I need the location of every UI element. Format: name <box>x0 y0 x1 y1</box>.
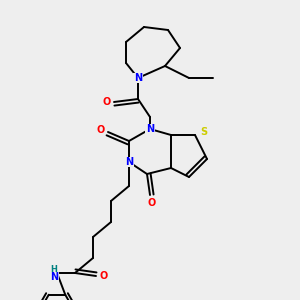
Text: N: N <box>125 157 133 167</box>
Text: O: O <box>99 271 108 281</box>
Text: H: H <box>51 266 57 274</box>
Text: O: O <box>102 97 111 107</box>
Text: O: O <box>96 125 105 136</box>
Text: N: N <box>146 124 154 134</box>
Text: S: S <box>200 127 208 137</box>
Text: O: O <box>147 197 156 208</box>
Text: N: N <box>50 272 58 283</box>
Text: N: N <box>134 73 142 83</box>
